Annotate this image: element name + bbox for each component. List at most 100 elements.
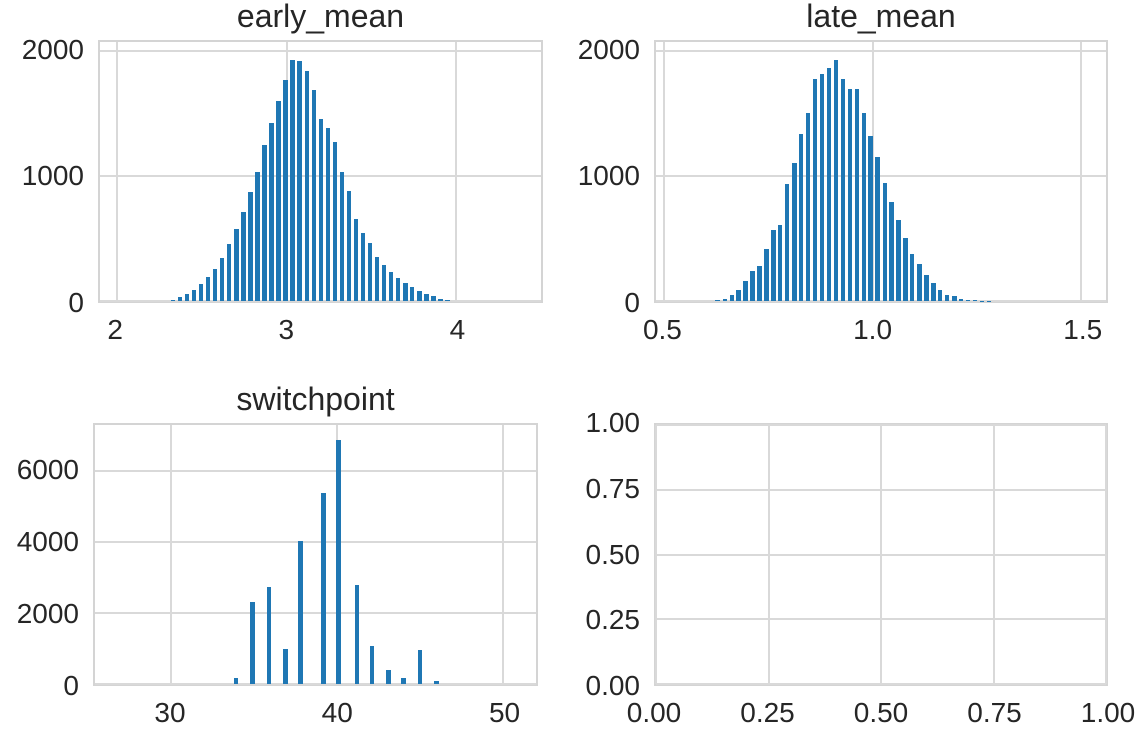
y-gridline bbox=[656, 683, 1106, 685]
x-tick-label: 0.25 bbox=[740, 697, 795, 728]
histogram-bar bbox=[931, 283, 936, 301]
histogram-bar bbox=[339, 172, 345, 301]
histogram-bar bbox=[206, 277, 211, 301]
histogram-bar bbox=[431, 296, 436, 301]
histogram-bar bbox=[840, 79, 846, 301]
plot-area-empty bbox=[654, 423, 1108, 686]
histogram-bar bbox=[255, 172, 260, 301]
histogram-bar bbox=[889, 202, 894, 301]
histogram-bar bbox=[434, 680, 439, 684]
x-tick-label: 0.75 bbox=[967, 697, 1022, 728]
x-tick-label: 40 bbox=[321, 697, 353, 728]
histogram-bar bbox=[321, 493, 327, 684]
histogram-bar bbox=[336, 440, 342, 684]
histogram-bar bbox=[318, 118, 324, 301]
histogram-bar bbox=[958, 298, 964, 301]
histogram-bar bbox=[198, 284, 204, 301]
y-gridline bbox=[656, 424, 1106, 426]
y-tick-label: 0.25 bbox=[585, 604, 641, 636]
histogram-bar bbox=[715, 299, 720, 301]
histogram-bar bbox=[868, 136, 873, 301]
histogram-bar bbox=[248, 192, 253, 301]
histogram-bar bbox=[234, 228, 239, 301]
histogram-bar bbox=[424, 293, 429, 301]
y-gridline bbox=[95, 612, 536, 615]
y-gridline bbox=[656, 50, 1106, 53]
x-tick-label: 3 bbox=[278, 314, 295, 345]
plot-title-empty bbox=[654, 379, 1108, 419]
histogram-bar bbox=[785, 183, 790, 301]
plot-area-early-mean bbox=[98, 40, 543, 303]
y-tick-label: 0.00 bbox=[585, 670, 641, 701]
histogram-bar bbox=[854, 88, 860, 301]
histogram-bar bbox=[354, 585, 360, 684]
y-gridline bbox=[656, 553, 1106, 556]
histogram-bar bbox=[241, 212, 246, 301]
histogram-bar bbox=[212, 268, 218, 301]
y-gridline bbox=[656, 618, 1106, 621]
x-tick-label: 0.5 bbox=[642, 314, 682, 345]
x-tick-label: 0.00 bbox=[626, 697, 682, 728]
x-tick-label: 4 bbox=[449, 314, 466, 345]
histogram-bar bbox=[170, 299, 176, 301]
plot-title-early-mean: early_mean bbox=[236, 0, 405, 34]
histogram-bar bbox=[805, 113, 811, 301]
plot-title-switchpoint: switchpoint bbox=[236, 381, 395, 417]
histogram-bar bbox=[346, 191, 352, 301]
histogram-bar bbox=[910, 254, 915, 301]
y-tick-label: 0 bbox=[68, 287, 84, 318]
histogram-bar bbox=[298, 541, 303, 684]
histogram-bar bbox=[395, 278, 401, 301]
histogram-bar bbox=[311, 90, 316, 301]
y-tick-label: 1000 bbox=[577, 160, 640, 192]
x-tick-label: 1.0 bbox=[853, 314, 893, 345]
plot-area-switchpoint bbox=[93, 423, 538, 686]
subplot-early-mean: early_mean 2 3 4 0 1000 2000 bbox=[22, 0, 543, 345]
histogram-bar bbox=[283, 80, 288, 301]
x-gridline bbox=[501, 425, 504, 684]
y-tick-label: 4000 bbox=[16, 525, 79, 557]
histogram-bar bbox=[764, 249, 769, 301]
histogram-bar bbox=[847, 88, 852, 301]
x-tick-label: 1.00 bbox=[1080, 697, 1136, 728]
histogram-bar bbox=[353, 218, 359, 301]
histogram-bar bbox=[445, 299, 450, 301]
histogram-bar bbox=[250, 602, 255, 684]
y-gridline bbox=[95, 470, 536, 473]
histogram-bar bbox=[875, 157, 880, 301]
y-tick-label: 0 bbox=[63, 670, 79, 701]
histogram-bar bbox=[924, 275, 929, 301]
histogram-bar bbox=[410, 287, 415, 301]
histogram-bar bbox=[304, 71, 309, 301]
histogram-bar bbox=[269, 122, 274, 301]
histogram-bar bbox=[233, 678, 239, 684]
histogram-bar bbox=[965, 299, 971, 301]
histogram-bar bbox=[417, 290, 422, 301]
x-tick-label: 2 bbox=[107, 314, 123, 345]
y-tick-label: 2000 bbox=[16, 597, 79, 629]
histogram-bar bbox=[191, 289, 197, 301]
subplot-switchpoint: switchpoint 30 40 50 0 2000 4000 6000 bbox=[17, 381, 538, 728]
histogram-bar bbox=[220, 257, 225, 301]
histogram-bar bbox=[861, 113, 867, 301]
histogram-bar bbox=[722, 298, 727, 301]
histogram-bar bbox=[896, 220, 901, 301]
histogram-bar bbox=[771, 229, 776, 301]
histogram-bar bbox=[374, 257, 380, 301]
x-gridline bbox=[1080, 42, 1082, 301]
histogram-bar bbox=[401, 678, 406, 684]
y-tick-label: 0.50 bbox=[585, 538, 641, 570]
histogram-bar bbox=[262, 144, 267, 301]
histogram-bar bbox=[812, 79, 818, 301]
histogram-bar bbox=[177, 297, 183, 301]
histogram-bar bbox=[227, 244, 232, 301]
x-gridline bbox=[170, 425, 173, 684]
histogram-bar bbox=[798, 133, 804, 301]
x-tick-label: 0.50 bbox=[853, 697, 909, 728]
histogram-bar bbox=[736, 289, 741, 301]
histogram-bar bbox=[386, 670, 391, 684]
histogram-bar bbox=[952, 296, 957, 301]
histogram-bar bbox=[325, 127, 330, 301]
x-gridline bbox=[663, 42, 666, 301]
